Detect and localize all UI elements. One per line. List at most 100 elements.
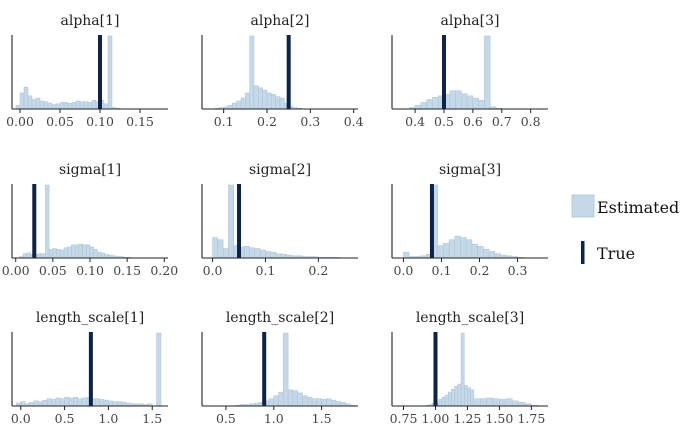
x-tick-label: 0.5 [55, 411, 75, 426]
histogram-bar [31, 99, 37, 110]
x-tick-label: 0.15 [126, 114, 154, 129]
panel-title: sigma[2] [249, 162, 311, 178]
histogram-bar [52, 248, 57, 259]
x-tick-label: 0.5 [434, 114, 454, 129]
histogram-bar [26, 252, 31, 259]
histogram-bar [87, 102, 93, 110]
histogram-bar [455, 90, 462, 110]
histogram-bar [78, 243, 83, 259]
histogram-bar [27, 95, 33, 110]
histogram-bar [86, 244, 91, 259]
x-tick-label: 0.2 [470, 263, 490, 278]
histogram-bar [41, 253, 46, 259]
x-tick-label: 0.5 [216, 411, 236, 426]
histogram-bar [448, 239, 456, 259]
histogram-bar [46, 398, 52, 407]
histogram-bar [39, 100, 45, 110]
histogram-bar [63, 102, 69, 110]
histogram-bar [270, 251, 277, 259]
x-tick-label: 0.2 [257, 114, 277, 129]
histogram-bar [93, 248, 98, 259]
histogram-bar [100, 252, 106, 259]
histogram-bar [20, 401, 26, 407]
histogram-bar [73, 396, 78, 407]
histogram-bar [484, 35, 491, 110]
x-tick-label: 0.0 [11, 411, 31, 426]
x-tick-label: 1.0 [98, 411, 118, 426]
histogram-bar [454, 235, 461, 259]
x-tick-label: 1.5 [142, 411, 162, 426]
histogram-bar [420, 102, 427, 110]
histogram-bar [45, 184, 50, 259]
panel-title: length_scale[2] [226, 310, 334, 326]
histogram-bar [71, 102, 77, 110]
histogram-bar [499, 399, 507, 407]
histogram-bar [212, 237, 219, 259]
histogram-bar [51, 104, 57, 110]
histogram-bar [330, 399, 337, 407]
x-tick-label: 0.4 [405, 114, 425, 129]
histogram-bar [245, 92, 250, 110]
histogram-bar [444, 394, 449, 407]
histogram-bar [505, 398, 513, 407]
histogram-bar [56, 248, 61, 259]
histogram-bar [249, 247, 256, 259]
histogram-bar [403, 251, 410, 259]
x-tick-label: 0.1 [432, 263, 452, 278]
histogram-panel: alpha[1] 0.00 0.05 0.10 0.15 [6, 13, 168, 129]
x-tick-label: 0.05 [39, 263, 67, 278]
histogram-bar [473, 398, 481, 407]
histogram-bar [467, 387, 471, 407]
histogram-bar [79, 101, 85, 110]
x-tick-label: 0.8 [521, 114, 541, 129]
histogram-bar [47, 102, 53, 110]
histogram-bar [81, 397, 87, 407]
histogram-bar [22, 253, 28, 259]
histogram-bar [77, 398, 83, 407]
histogram-bar [511, 400, 519, 407]
histogram-bar [465, 239, 473, 259]
histogram-bar [302, 395, 308, 407]
true-value-line [262, 332, 267, 406]
histogram-bar [292, 390, 298, 407]
histogram-bar [326, 398, 332, 407]
histogram-panel: sigma[3] 0.0 0.1 0.2 0.3 [391, 162, 548, 278]
true-value-line [442, 35, 446, 109]
histogram-panel: length_scale[3] 0.75 1.00 1.25 1.50 1.75 [390, 310, 548, 426]
histogram-bar [38, 401, 43, 407]
true-value-line [237, 184, 242, 258]
histogram-bar [287, 389, 294, 407]
histogram-bar [99, 399, 105, 407]
histogram-bar [253, 85, 259, 110]
histogram-bar [74, 244, 80, 259]
histogram-bar [311, 398, 318, 407]
histogram-bar [55, 397, 61, 407]
x-tick-label: 0.15 [113, 263, 141, 278]
histogram-bar [83, 101, 89, 110]
histogram-bar [316, 398, 322, 407]
histogram-bar [449, 90, 456, 110]
panel-title: sigma[1] [59, 162, 121, 178]
histogram-bar [71, 244, 76, 259]
x-tick-label: 1.00 [422, 411, 450, 426]
histogram-bar [307, 396, 313, 407]
histogram-bar [42, 399, 48, 407]
x-tick-label: 0.20 [150, 263, 178, 278]
true-value-line [429, 184, 434, 258]
histogram-bar [283, 332, 289, 407]
histogram-bar [33, 400, 39, 407]
x-tick-label: 0.00 [2, 263, 30, 278]
histogram-bar [116, 401, 122, 407]
histogram-panel: alpha[2] 0.1 0.2 0.3 0.4 [201, 13, 364, 129]
histogram-bar [470, 389, 475, 407]
histogram-bar [222, 248, 229, 259]
histogram-bar [479, 398, 487, 407]
histogram-bar [67, 102, 73, 110]
histogram-bar [89, 246, 94, 259]
histogram-bar [258, 87, 263, 110]
x-tick-label: 0.75 [390, 411, 418, 426]
x-tick-label: 1.5 [312, 411, 332, 426]
true-value-line [433, 332, 438, 406]
histogram-bar [259, 249, 266, 259]
histogram-bar [43, 101, 49, 110]
